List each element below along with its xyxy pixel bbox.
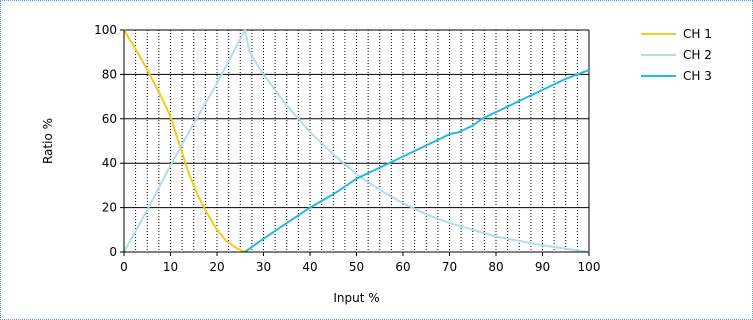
x-tick-label: 100 <box>578 260 601 274</box>
x-axis-label: Input % <box>333 291 379 305</box>
x-tick-label: 0 <box>120 260 128 274</box>
x-tick-label: 50 <box>349 260 364 274</box>
axes <box>123 30 590 256</box>
minor-gridlines <box>135 30 578 252</box>
x-tick-label: 10 <box>163 260 178 274</box>
series-line-ch-1 <box>123 29 246 253</box>
legend-entry: CH 2 <box>683 48 712 62</box>
y-tick-label: 20 <box>102 201 117 215</box>
x-tick-label: 40 <box>302 260 317 274</box>
y-axis-label: Ratio % <box>41 118 55 164</box>
major-gridlines <box>120 29 590 253</box>
x-tick-label: 20 <box>209 260 224 274</box>
x-tick-label: 70 <box>442 260 457 274</box>
y-tick-label: 80 <box>102 67 117 81</box>
y-tick-label: 0 <box>109 245 117 259</box>
x-tick-label: 30 <box>256 260 271 274</box>
x-tick-label: 90 <box>535 260 550 274</box>
y-tick-label: 100 <box>94 23 117 37</box>
series-layer <box>123 29 590 253</box>
legend-entry: CH 1 <box>683 27 712 41</box>
legend: CH 1 CH 2 CH 3 <box>641 27 712 83</box>
y-tick-label: 40 <box>102 156 117 170</box>
series-line-ch-3 <box>244 69 590 253</box>
legend-entry: CH 3 <box>683 69 712 83</box>
y-tick-label: 60 <box>102 112 117 126</box>
x-tick-label: 80 <box>488 260 503 274</box>
tick-labels: 0 10 20 30 40 50 60 70 80 90 100 0 20 40 60 80 100 <box>94 23 600 274</box>
x-tick-label: 60 <box>395 260 410 274</box>
series-line-ch-2 <box>123 29 590 253</box>
